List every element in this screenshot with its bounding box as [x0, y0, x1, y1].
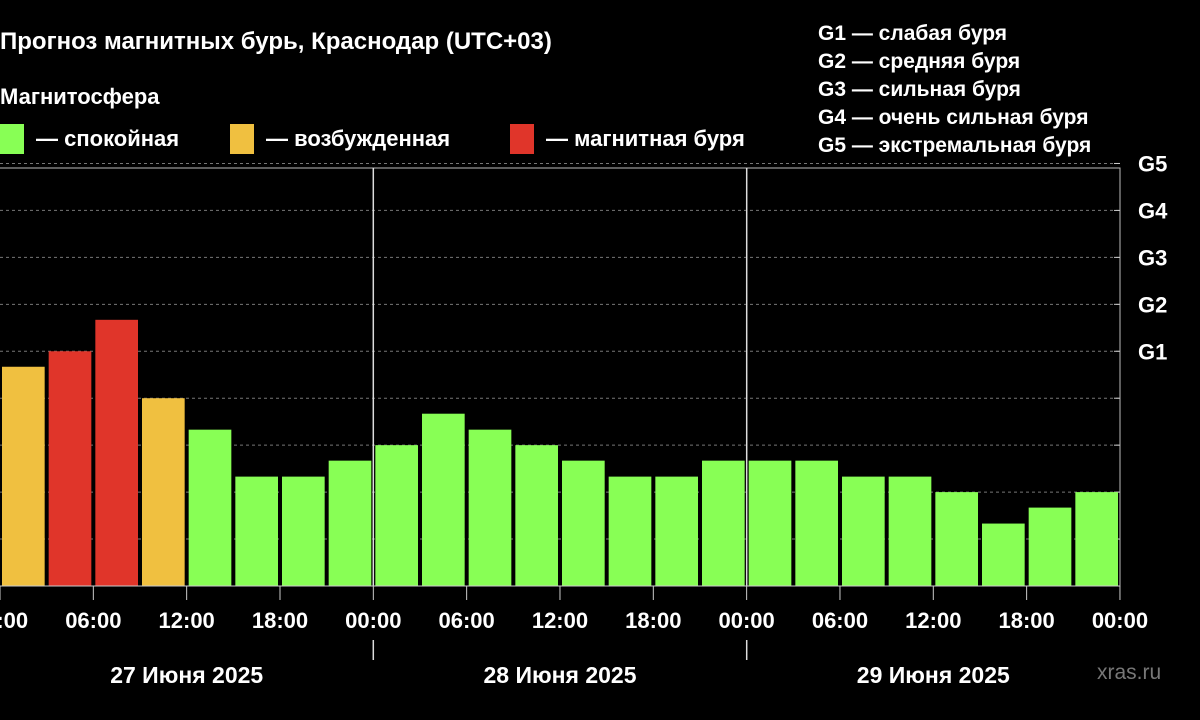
watermark: xras.ru [1097, 661, 1162, 684]
x-tick-label: 00:00 [0, 608, 28, 633]
y-tick-label: G2 [1138, 292, 1167, 317]
x-tick-label: 00:00 [345, 608, 401, 633]
x-tick-label: 12:00 [159, 608, 215, 633]
bar [328, 460, 372, 586]
bar [702, 460, 745, 586]
chart-title: Прогноз магнитных бурь, Краснодар (UTC+0… [0, 28, 552, 55]
x-tick-label: 00:00 [718, 608, 774, 633]
bar [748, 460, 792, 586]
x-tick-label: 18:00 [252, 608, 308, 633]
bar [795, 460, 839, 586]
legend-item-storm: — магнитная буря [510, 124, 745, 154]
bar [95, 319, 139, 586]
legend-swatch-excited [230, 124, 254, 154]
legend-item-excited: — возбужденная [230, 124, 450, 154]
x-tick-label: 06:00 [812, 608, 868, 633]
bar [655, 476, 699, 586]
bar [1075, 492, 1119, 586]
bar [608, 476, 652, 586]
x-tick-label: 06:00 [439, 608, 495, 633]
legend-swatch-quiet [0, 124, 24, 154]
legend-item-quiet: — спокойная [0, 124, 179, 154]
g-scale-legend: G1 — слабая буря G2 — средняя буря G3 — … [818, 20, 1091, 160]
y-tick-label: G5 [1138, 151, 1167, 176]
legend-swatch-storm [510, 124, 534, 154]
y-tick-label: G4 [1138, 198, 1168, 223]
bar [1028, 507, 1072, 586]
bar [188, 429, 232, 586]
x-tick-label: 00:00 [1092, 608, 1148, 633]
x-tick-label: 12:00 [905, 608, 961, 633]
bar [515, 445, 559, 586]
bar [282, 476, 325, 586]
g-legend-g3: G3 — сильная буря [818, 78, 1021, 101]
day-label: 28 Июня 2025 [483, 662, 636, 688]
y-tick-label: G3 [1138, 245, 1167, 270]
day-label: 29 Июня 2025 [857, 662, 1010, 688]
bar [48, 351, 92, 586]
g-legend-g5: G5 — экстремальная буря [818, 134, 1092, 157]
bar [935, 492, 979, 586]
bar [888, 476, 932, 586]
chart-subtitle: Магнитосфера [0, 84, 160, 109]
day-label: 27 Июня 2025 [110, 662, 263, 688]
x-tick-label: 18:00 [998, 608, 1054, 633]
g-legend-g2: G2 — средняя буря [818, 50, 1021, 73]
bar [142, 398, 185, 586]
x-tick-label: 18:00 [625, 608, 681, 633]
bar [422, 413, 465, 586]
bar [982, 523, 1025, 586]
legend-label-excited: — возбужденная [266, 126, 451, 151]
bar [842, 476, 885, 586]
x-tick-label: 12:00 [532, 608, 588, 633]
legend-label-quiet: — спокойная [36, 126, 180, 151]
bar [2, 366, 45, 586]
y-tick-label: G1 [1138, 339, 1167, 364]
legend-label-storm: — магнитная буря [546, 126, 745, 151]
bar [235, 476, 279, 586]
bar [468, 429, 512, 586]
bar [375, 445, 419, 586]
bar [562, 460, 605, 586]
g-legend-g1: G1 — слабая буря [818, 22, 1008, 45]
x-tick-label: 06:00 [65, 608, 121, 633]
g-legend-g4: G4 — очень сильная буря [818, 106, 1089, 129]
